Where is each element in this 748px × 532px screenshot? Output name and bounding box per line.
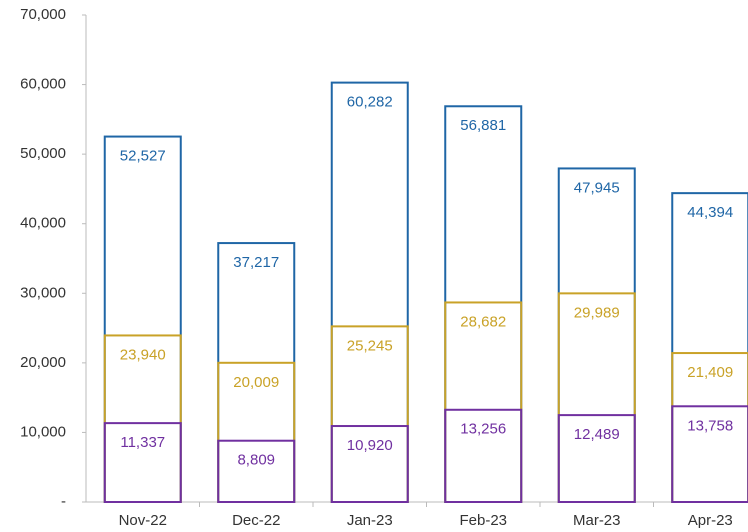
value-label: 13,758 bbox=[687, 417, 733, 434]
value-label: 25,245 bbox=[347, 337, 393, 354]
x-tick-label: Nov-22 bbox=[119, 512, 167, 529]
bar bbox=[557, 292, 636, 503]
bar bbox=[103, 422, 182, 503]
x-tick-label: Feb-23 bbox=[459, 512, 507, 529]
bar bbox=[330, 425, 409, 504]
y-tick-label: 50,000 bbox=[20, 145, 66, 162]
value-label: 21,409 bbox=[687, 364, 733, 381]
value-label: 44,394 bbox=[687, 204, 733, 221]
x-tick-label: Jan-23 bbox=[347, 512, 393, 529]
value-label: 47,945 bbox=[574, 179, 620, 196]
bar bbox=[671, 405, 748, 503]
value-label: 60,282 bbox=[347, 94, 393, 111]
bar bbox=[444, 408, 523, 504]
value-label: 13,256 bbox=[460, 421, 506, 438]
value-label: 11,337 bbox=[120, 434, 165, 451]
value-label: 37,217 bbox=[233, 254, 279, 271]
bar bbox=[217, 439, 296, 504]
value-label: 10,920 bbox=[347, 437, 393, 454]
y-tick-label: 70,000 bbox=[20, 6, 66, 23]
value-label: 23,940 bbox=[120, 346, 166, 363]
x-tick-label: Mar-23 bbox=[573, 512, 621, 529]
bar bbox=[444, 105, 523, 504]
y-tick-label: 60,000 bbox=[20, 76, 66, 93]
x-tick-label: Apr-23 bbox=[688, 512, 733, 529]
value-label: 12,489 bbox=[574, 426, 620, 443]
bar bbox=[444, 301, 523, 503]
bar bbox=[557, 167, 636, 503]
x-tick-label: Dec-22 bbox=[232, 512, 280, 529]
y-tick-label: 30,000 bbox=[20, 284, 66, 301]
value-label: 20,009 bbox=[233, 374, 279, 391]
value-label: 8,809 bbox=[237, 452, 275, 469]
value-label: 28,682 bbox=[460, 313, 506, 330]
y-tick-label: 10,000 bbox=[20, 423, 66, 440]
value-label: 29,989 bbox=[574, 304, 620, 321]
y-tick-label: 20,000 bbox=[20, 354, 66, 371]
value-label: 52,527 bbox=[120, 148, 166, 165]
bar bbox=[671, 192, 748, 504]
bar bbox=[557, 414, 636, 503]
value-label: 56,881 bbox=[460, 117, 506, 134]
y-tick-label: - bbox=[61, 493, 66, 510]
y-tick-label: 40,000 bbox=[20, 215, 66, 232]
